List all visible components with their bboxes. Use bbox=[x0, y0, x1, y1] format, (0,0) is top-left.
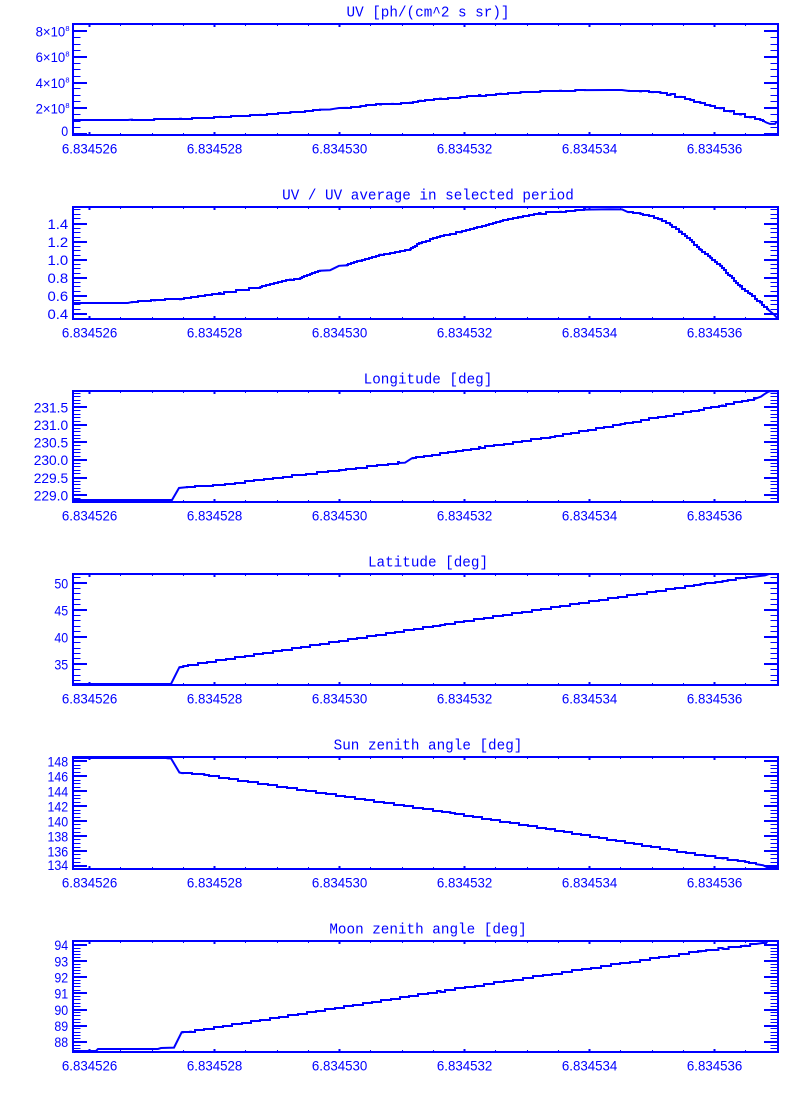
svg-text:1.2: 1.2 bbox=[48, 234, 69, 250]
svg-text:6.834530: 6.834530 bbox=[312, 875, 368, 891]
svg-text:88: 88 bbox=[54, 1034, 68, 1050]
svg-text:Longitude [deg]: Longitude [deg] bbox=[364, 372, 493, 388]
svg-text:6.834528: 6.834528 bbox=[187, 875, 243, 891]
svg-text:6.834530: 6.834530 bbox=[312, 141, 368, 157]
svg-text:6.834536: 6.834536 bbox=[687, 875, 743, 891]
svg-text:6.834530: 6.834530 bbox=[312, 691, 368, 707]
svg-text:6.834526: 6.834526 bbox=[62, 691, 118, 707]
svg-text:6.834530: 6.834530 bbox=[312, 508, 368, 524]
svg-text:0: 0 bbox=[61, 123, 68, 139]
svg-text:93: 93 bbox=[54, 953, 68, 969]
svg-text:1.0: 1.0 bbox=[48, 252, 69, 268]
svg-text:6.834528: 6.834528 bbox=[187, 1058, 243, 1074]
svg-text:UV [ph/(cm^2 s sr)]: UV [ph/(cm^2 s sr)] bbox=[346, 5, 509, 21]
svg-text:6.834532: 6.834532 bbox=[437, 875, 493, 891]
svg-text:6.834534: 6.834534 bbox=[562, 1058, 618, 1074]
svg-text:148: 148 bbox=[48, 754, 69, 770]
svg-text:8: 8 bbox=[65, 24, 69, 33]
svg-text:6.834534: 6.834534 bbox=[562, 325, 618, 341]
svg-text:231.5: 231.5 bbox=[34, 399, 69, 415]
svg-text:45: 45 bbox=[54, 602, 68, 618]
svg-text:138: 138 bbox=[48, 829, 69, 845]
svg-text:91: 91 bbox=[54, 986, 68, 1002]
svg-text:6.834526: 6.834526 bbox=[62, 325, 118, 341]
svg-text:6.834532: 6.834532 bbox=[437, 508, 493, 524]
svg-text:6.834526: 6.834526 bbox=[62, 141, 118, 157]
svg-text:8: 8 bbox=[65, 75, 69, 84]
svg-text:6.834532: 6.834532 bbox=[437, 691, 493, 707]
svg-text:134: 134 bbox=[48, 857, 69, 873]
svg-text:6.834536: 6.834536 bbox=[687, 691, 743, 707]
svg-text:6.834536: 6.834536 bbox=[687, 508, 743, 524]
svg-text:89: 89 bbox=[54, 1018, 68, 1034]
svg-text:6.834536: 6.834536 bbox=[687, 1058, 743, 1074]
svg-text:6.834536: 6.834536 bbox=[687, 325, 743, 341]
svg-text:40: 40 bbox=[54, 630, 68, 646]
svg-text:UV / UV average in selected pe: UV / UV average in selected period bbox=[282, 188, 574, 204]
svg-text:6.834534: 6.834534 bbox=[562, 141, 618, 157]
svg-text:6.834532: 6.834532 bbox=[437, 325, 493, 341]
svg-text:6.834532: 6.834532 bbox=[437, 141, 493, 157]
svg-text:Moon zenith angle [deg]: Moon zenith angle [deg] bbox=[329, 922, 526, 938]
svg-text:90: 90 bbox=[54, 1002, 68, 1018]
svg-text:6×10: 6×10 bbox=[36, 49, 66, 65]
svg-text:6.834526: 6.834526 bbox=[62, 1058, 118, 1074]
svg-text:6.834528: 6.834528 bbox=[187, 691, 243, 707]
svg-text:136: 136 bbox=[48, 843, 69, 859]
svg-text:94: 94 bbox=[54, 937, 68, 953]
svg-text:229.0: 229.0 bbox=[34, 487, 69, 503]
svg-text:0.8: 0.8 bbox=[48, 270, 69, 286]
svg-text:6.834528: 6.834528 bbox=[187, 325, 243, 341]
svg-text:144: 144 bbox=[48, 784, 69, 800]
svg-text:0.6: 0.6 bbox=[48, 288, 69, 304]
svg-text:8×10: 8×10 bbox=[36, 23, 66, 39]
svg-text:6.834532: 6.834532 bbox=[437, 1058, 493, 1074]
svg-text:2×10: 2×10 bbox=[36, 101, 66, 117]
svg-text:6.834534: 6.834534 bbox=[562, 691, 618, 707]
svg-text:Sun zenith angle [deg]: Sun zenith angle [deg] bbox=[334, 738, 523, 754]
svg-text:231.0: 231.0 bbox=[34, 417, 69, 433]
svg-text:50: 50 bbox=[54, 575, 68, 591]
svg-text:140: 140 bbox=[48, 814, 69, 830]
svg-text:0.4: 0.4 bbox=[48, 306, 69, 322]
svg-text:8: 8 bbox=[65, 101, 69, 110]
svg-text:6.834530: 6.834530 bbox=[312, 325, 368, 341]
svg-text:35: 35 bbox=[54, 657, 68, 673]
svg-text:230.5: 230.5 bbox=[34, 435, 69, 451]
svg-text:6.834528: 6.834528 bbox=[187, 508, 243, 524]
svg-text:6.834534: 6.834534 bbox=[562, 508, 618, 524]
svg-text:230.0: 230.0 bbox=[34, 452, 69, 468]
svg-text:142: 142 bbox=[48, 799, 69, 815]
svg-text:4×10: 4×10 bbox=[36, 75, 66, 91]
svg-text:92: 92 bbox=[54, 970, 68, 986]
svg-text:6.834526: 6.834526 bbox=[62, 875, 118, 891]
svg-text:6.834530: 6.834530 bbox=[312, 1058, 368, 1074]
svg-text:6.834536: 6.834536 bbox=[687, 141, 743, 157]
svg-text:8: 8 bbox=[65, 50, 69, 59]
svg-text:6.834528: 6.834528 bbox=[187, 141, 243, 157]
svg-text:146: 146 bbox=[48, 769, 69, 785]
svg-text:1.4: 1.4 bbox=[48, 216, 69, 232]
svg-text:6.834534: 6.834534 bbox=[562, 875, 618, 891]
svg-text:6.834526: 6.834526 bbox=[62, 508, 118, 524]
svg-text:Latitude [deg]: Latitude [deg] bbox=[368, 555, 488, 571]
svg-text:229.5: 229.5 bbox=[34, 470, 69, 486]
